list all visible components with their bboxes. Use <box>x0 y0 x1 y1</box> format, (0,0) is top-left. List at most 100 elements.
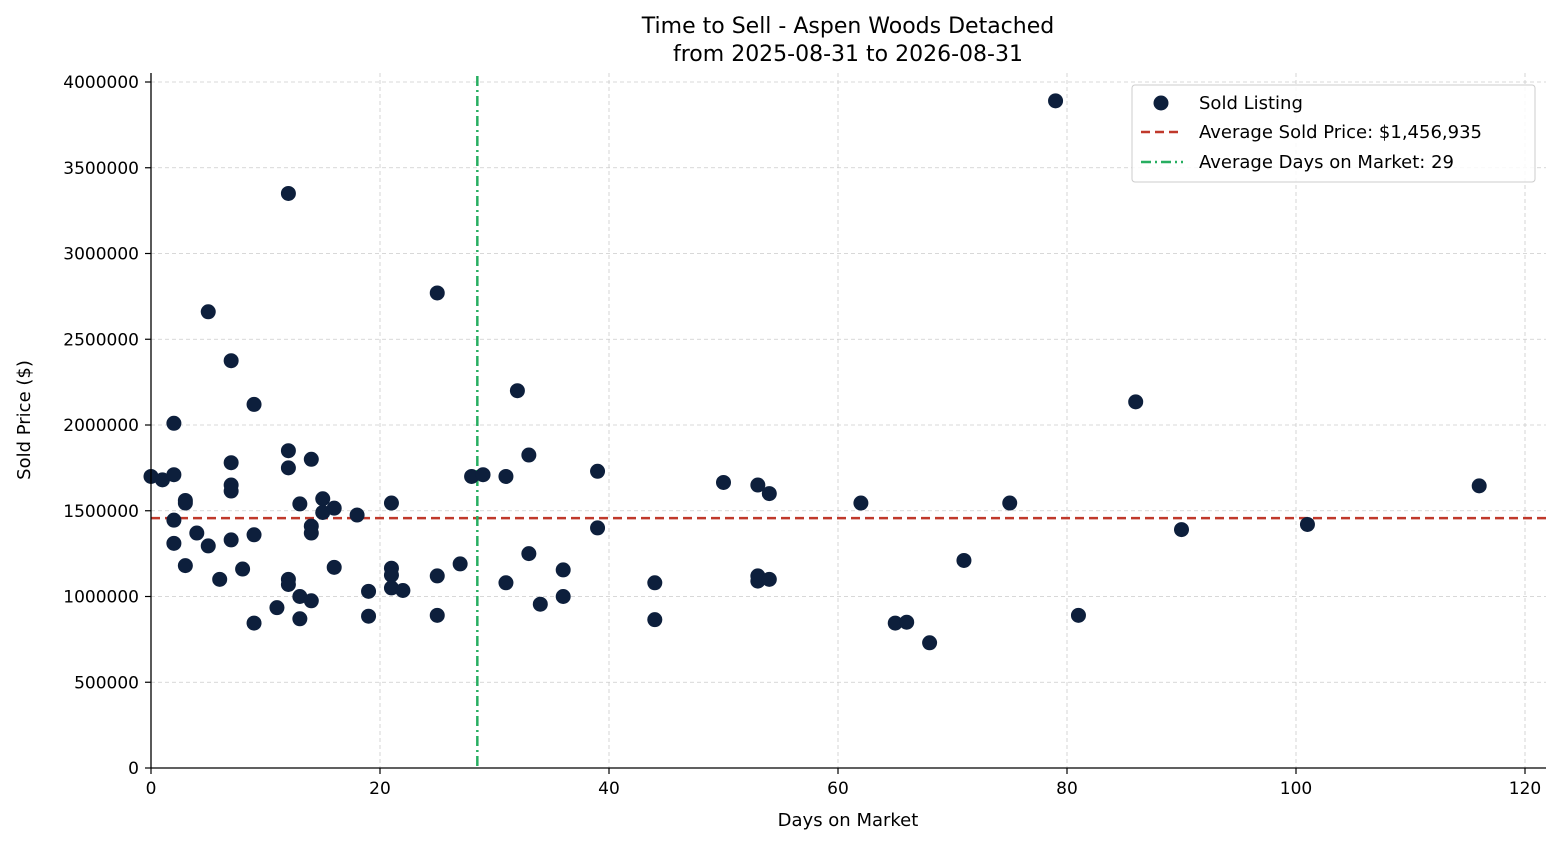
data-point <box>166 467 182 483</box>
data-point <box>1471 478 1487 494</box>
data-point <box>429 568 445 584</box>
y-axis-label: Sold Price ($) <box>14 360 35 480</box>
data-point <box>1002 495 1018 511</box>
data-point <box>750 477 766 493</box>
y-tick-label: 0 <box>128 759 139 779</box>
x-axis-ticks: 0 20 40 60 80 100 120 <box>146 768 1541 799</box>
x-tick-label: 0 <box>146 779 157 799</box>
data-point <box>647 612 663 628</box>
data-point <box>761 486 777 502</box>
y-tick-label: 2500000 <box>63 330 139 350</box>
data-point <box>212 571 228 587</box>
data-point <box>383 495 399 511</box>
data-point <box>223 353 239 369</box>
data-point <box>235 561 251 577</box>
legend-avg-price-label: Average Sold Price: $1,456,935 <box>1199 122 1482 143</box>
data-point <box>361 608 377 624</box>
legend-avg-days-label: Average Days on Market: 29 <box>1199 152 1454 173</box>
data-point <box>532 596 548 612</box>
data-point <box>452 556 468 572</box>
y-tick-label: 1500000 <box>63 502 139 522</box>
data-point <box>326 500 342 516</box>
data-point <box>521 546 537 562</box>
y-tick-label: 500000 <box>74 673 139 693</box>
data-point <box>475 467 491 483</box>
data-point <box>200 538 216 554</box>
x-axis-label: Days on Market <box>778 810 919 831</box>
data-point <box>177 558 193 574</box>
data-point <box>154 472 170 488</box>
data-point <box>166 512 182 528</box>
data-point <box>429 607 445 623</box>
data-point <box>853 495 869 511</box>
data-point <box>315 504 331 520</box>
data-point <box>303 593 319 609</box>
legend-sold-label: Sold Listing <box>1199 93 1303 114</box>
data-point <box>246 615 262 631</box>
data-point <box>223 532 239 548</box>
data-point <box>383 567 399 583</box>
data-point <box>166 415 182 431</box>
data-points <box>143 93 1487 651</box>
data-point <box>292 611 308 627</box>
chart-title-line2: from 2025-08-31 to 2026-08-31 <box>673 42 1023 67</box>
data-point <box>177 495 193 511</box>
data-point <box>521 447 537 463</box>
data-point <box>223 483 239 499</box>
data-point <box>1128 394 1144 410</box>
data-point <box>1048 93 1064 109</box>
data-point <box>200 304 216 320</box>
legend-sold-marker <box>1153 95 1169 111</box>
data-point <box>498 468 514 484</box>
x-tick-label: 20 <box>369 779 391 799</box>
legend-box <box>1131 84 1536 183</box>
y-axis-ticks: 0 500000 1000000 1500000 2000000 2500000 30000… <box>63 73 151 779</box>
data-point <box>280 460 296 476</box>
data-point <box>509 383 525 399</box>
data-point <box>1299 516 1315 532</box>
data-point <box>395 582 411 598</box>
data-point <box>280 576 296 592</box>
data-point <box>1174 522 1189 538</box>
data-point <box>349 507 365 523</box>
data-point <box>383 580 399 596</box>
data-point <box>887 615 903 631</box>
x-tick-label: 80 <box>1056 779 1078 799</box>
data-point <box>166 535 182 551</box>
y-tick-label: 4000000 <box>63 73 139 93</box>
y-tick-label: 3500000 <box>63 159 139 179</box>
data-point <box>303 451 319 467</box>
data-point <box>922 635 938 651</box>
data-point <box>555 562 571 578</box>
data-point <box>246 527 262 543</box>
data-point <box>361 583 377 599</box>
data-point <box>761 571 777 587</box>
data-point <box>303 525 319 541</box>
data-point <box>750 573 766 589</box>
y-tick-label: 3000000 <box>63 245 139 265</box>
data-point <box>326 559 342 575</box>
data-point <box>464 468 480 484</box>
legend: Sold Listing Average Sold Price: $1,456,… <box>1131 84 1536 183</box>
data-point <box>716 474 731 490</box>
data-point <box>590 520 606 536</box>
data-point <box>590 463 606 479</box>
x-tick-label: 60 <box>827 779 849 799</box>
data-point <box>315 491 331 507</box>
data-point <box>280 443 296 459</box>
data-point <box>280 185 296 201</box>
data-point <box>292 496 308 512</box>
data-point <box>1070 607 1086 623</box>
data-point <box>223 455 239 471</box>
axes <box>150 73 1546 769</box>
x-tick-label: 100 <box>1280 779 1312 799</box>
data-point <box>555 589 571 604</box>
data-point <box>956 552 972 568</box>
x-tick-label: 40 <box>598 779 620 799</box>
data-point <box>292 589 308 604</box>
data-point <box>899 614 915 630</box>
y-tick-label: 1000000 <box>63 588 139 608</box>
data-point <box>647 575 663 591</box>
data-point <box>246 396 262 412</box>
